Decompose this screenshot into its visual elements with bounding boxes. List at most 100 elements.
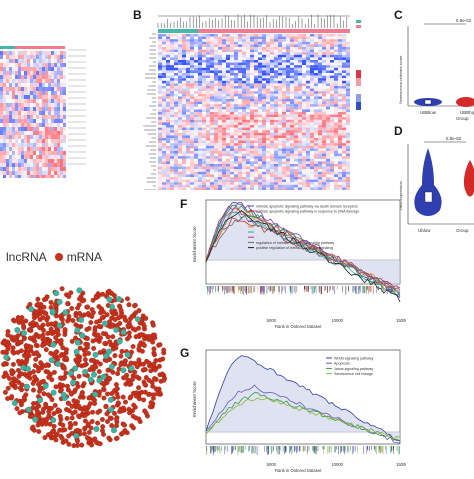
heatmap-b-cell <box>214 37 218 40</box>
heatmap-b-cell <box>302 159 306 162</box>
heatmap-b-cell <box>342 138 346 141</box>
heatmap-b-cell <box>226 70 230 73</box>
heatmap-b-cell <box>166 125 170 128</box>
heatmap-b-cell <box>242 78 246 81</box>
heatmap-b-cell <box>158 81 162 84</box>
heatmap-b-cell <box>214 177 218 180</box>
network-mrna-node <box>46 331 51 336</box>
heatmap-b-cell <box>338 50 342 53</box>
heatmap-b-cell <box>218 91 222 94</box>
left-heatmap-cell <box>3 119 6 123</box>
heatmap-b-cell <box>158 99 162 102</box>
heatmap-b-cell <box>186 122 190 125</box>
heatmap-b-cell <box>318 70 322 73</box>
heatmap-b-cell <box>286 34 290 37</box>
heatmap-b-cell <box>222 120 226 123</box>
heatmap-b-cell <box>170 159 174 162</box>
heatmap-b-cell <box>202 83 206 86</box>
heatmap-b-cell <box>186 94 190 97</box>
network-mrna-node <box>34 310 39 315</box>
heatmap-b-cell <box>198 185 202 188</box>
left-heatmap-cell <box>3 75 6 79</box>
heatmap-b-cell <box>274 102 278 105</box>
left-heatmap-cell <box>39 115 42 119</box>
heatmap-b-cell <box>330 96 334 99</box>
heatmap-b-cell <box>346 107 350 110</box>
left-heatmap-cell <box>63 107 66 111</box>
heatmap-b-cell <box>314 151 318 154</box>
heatmap-b-cell <box>242 70 246 73</box>
heatmap-b-cell <box>258 180 262 183</box>
heatmap-b-cell <box>254 146 258 149</box>
heatmap-b-cell <box>234 65 238 68</box>
heatmap-b-cell <box>346 164 350 167</box>
left-heatmap-cell <box>30 103 33 107</box>
heatmap-b-cell <box>294 107 298 110</box>
heatmap-b-cell <box>214 109 218 112</box>
heatmap-b-cell <box>174 78 178 81</box>
heatmap-b-cell <box>238 60 242 63</box>
heatmap-b-cell <box>342 125 346 128</box>
left-heatmap-cell <box>18 147 21 151</box>
heatmap-b-cell <box>250 76 254 79</box>
heatmap-b-cell <box>278 91 282 94</box>
heatmap-b-cell <box>342 83 346 86</box>
left-heatmap-cell <box>42 55 45 59</box>
heatmap-b-cell <box>186 135 190 138</box>
heatmap-b-cell <box>178 89 182 92</box>
heatmap-b-cell <box>266 177 270 180</box>
heatmap-b-cell <box>210 44 214 47</box>
heatmap-b-cell <box>322 146 326 149</box>
network-mrna-node <box>44 297 49 302</box>
heatmap-b-cell <box>298 73 302 76</box>
heatmap-b-cell <box>222 167 226 170</box>
heatmap-b-cell <box>222 68 226 71</box>
heatmap-b-cell <box>250 154 254 157</box>
heatmap-b-cell <box>334 164 338 167</box>
heatmap-b-cell <box>166 86 170 89</box>
panel-c-svg: 5.8e-52 Senescence-relevant score UBBlow… <box>396 16 474 122</box>
heatmap-b-cell <box>202 120 206 123</box>
heatmap-b-cell <box>246 112 250 115</box>
heatmap-b-cell <box>322 34 326 37</box>
heatmap-b-cell <box>306 141 310 144</box>
heatmap-b-cell <box>258 37 262 40</box>
heatmap-b-cell <box>302 104 306 107</box>
left-heatmap-cell <box>42 87 45 91</box>
heatmap-b-cell <box>210 167 214 170</box>
heatmap-b-cell <box>210 99 214 102</box>
network-mrna-node <box>86 422 91 427</box>
heatmap-b-cell <box>210 83 214 86</box>
heatmap-b-cell <box>234 42 238 45</box>
heatmap-b-cell <box>346 154 350 157</box>
heatmap-b-cell <box>214 99 218 102</box>
left-heatmap-cell <box>33 79 36 83</box>
panel-d-box-low <box>425 192 432 202</box>
heatmap-b-cell <box>214 180 218 183</box>
heatmap-b-cell <box>270 81 274 84</box>
network-mrna-node <box>142 324 147 329</box>
heatmap-b-cell <box>334 60 338 63</box>
heatmap-b-cell <box>302 182 306 185</box>
heatmap-b-cell <box>230 78 234 81</box>
heatmap-b-cell <box>334 70 338 73</box>
heatmap-b-cell <box>222 135 226 138</box>
left-heatmap-cell <box>27 151 30 155</box>
heatmap-b-cell <box>182 42 186 45</box>
heatmap-b-cell <box>346 133 350 136</box>
heatmap-b-cell <box>206 115 210 118</box>
heatmap-b-cell <box>214 143 218 146</box>
network-mrna-node <box>31 401 36 406</box>
heatmap-b-cell <box>222 133 226 136</box>
heatmap-b-cell <box>166 172 170 175</box>
left-heatmap-cell <box>9 59 12 63</box>
heatmap-b-cell <box>338 78 342 81</box>
heatmap-b-cell <box>214 34 218 37</box>
network-mrna-node <box>142 337 147 342</box>
heatmap-b-cell <box>166 39 170 42</box>
left-heatmap-cell <box>51 167 54 171</box>
heatmap-b-cell <box>202 172 206 175</box>
heatmap-b-cell <box>318 125 322 128</box>
heatmap-b-cell <box>226 73 230 76</box>
heatmap-b-cell <box>250 37 254 40</box>
